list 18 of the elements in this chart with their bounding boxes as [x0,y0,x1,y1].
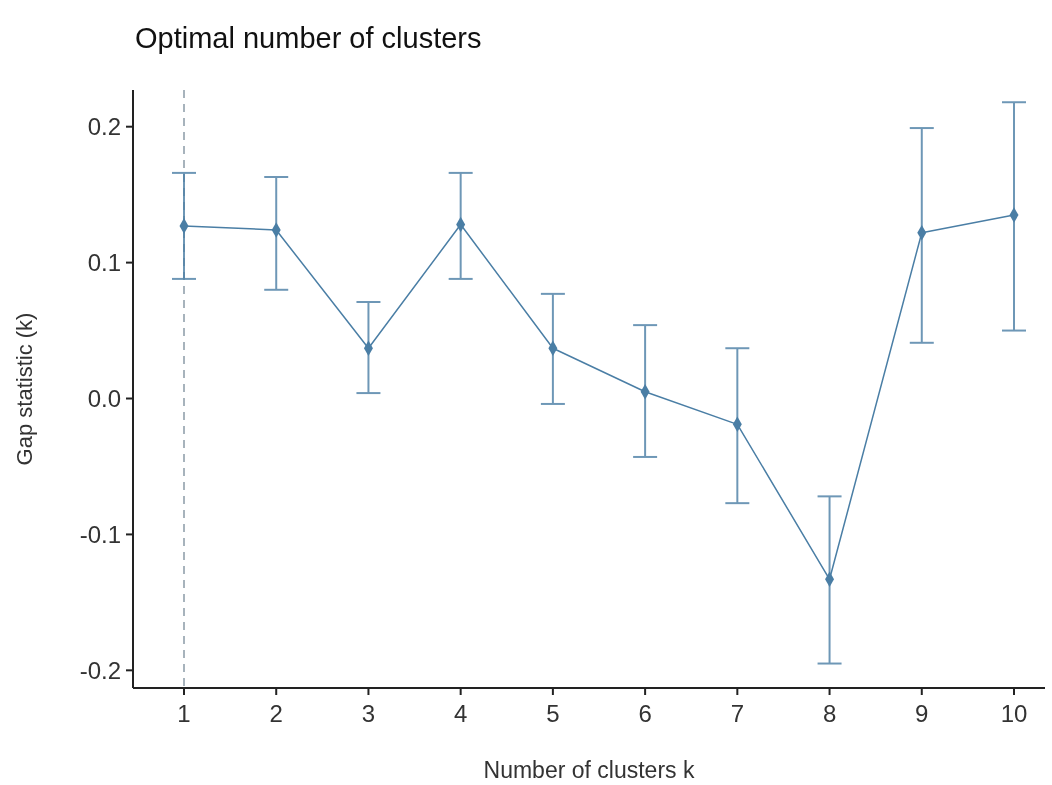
y-tick-label: -0.1 [79,520,121,548]
x-tick-label: 2 [269,700,283,727]
y-tick-label: -0.2 [79,656,121,684]
x-tick-label: 6 [638,700,652,727]
x-tick-label: 5 [546,700,560,727]
x-axis-title: Number of clusters k [483,757,695,783]
y-tick-label: 0.0 [87,384,121,412]
y-tick-label: 0.2 [87,113,121,141]
x-tick-label: 7 [730,700,745,727]
x-tick-label: 1 [177,700,191,727]
x-tick-label: 8 [822,700,837,727]
x-tick-label: 9 [915,700,929,727]
x-tick-label: 4 [453,700,468,727]
y-tick-label: 0.1 [87,249,121,276]
x-tick-label: 10 [1000,700,1028,727]
y-axis-title: Gap statistic (k) [12,312,37,466]
x-tick-label: 3 [361,700,376,727]
chart-title: Optimal number of clusters [135,22,482,54]
